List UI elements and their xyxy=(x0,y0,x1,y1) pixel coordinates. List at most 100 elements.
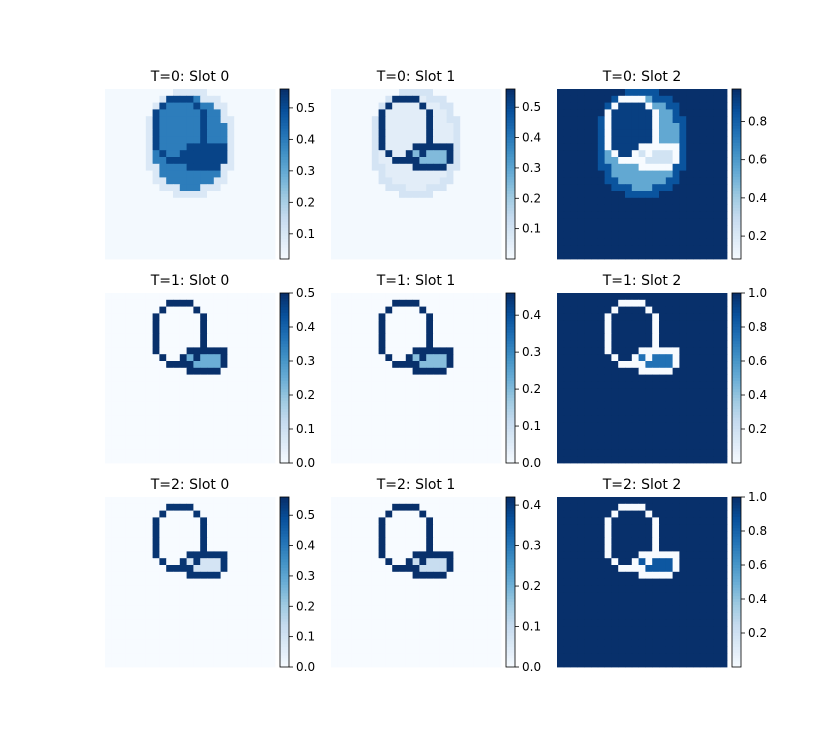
colorbar-segment xyxy=(506,188,515,192)
heatmap-cell xyxy=(261,218,269,226)
heatmap-cell xyxy=(473,163,481,171)
heatmap-cell xyxy=(234,619,242,627)
heatmap-cell xyxy=(378,238,386,246)
heatmap-cell xyxy=(105,585,113,593)
heatmap-cell xyxy=(720,150,728,158)
heatmap-cell xyxy=(358,497,366,505)
heatmap-cell xyxy=(412,136,420,144)
colorbar-segment xyxy=(506,191,515,195)
heatmap-cell xyxy=(337,347,345,355)
heatmap-cell xyxy=(399,456,407,464)
heatmap-cell xyxy=(385,129,393,137)
heatmap-cell xyxy=(207,116,215,124)
heatmap-cell xyxy=(686,143,694,151)
heatmap-cell xyxy=(145,571,153,579)
heatmap-cell xyxy=(105,354,113,362)
heatmap-cell xyxy=(419,320,427,328)
heatmap-cell xyxy=(419,503,427,511)
heatmap-cell xyxy=(213,184,221,192)
heatmap-cell xyxy=(159,422,167,430)
heatmap-cell xyxy=(365,95,373,103)
heatmap-cell xyxy=(706,231,714,239)
heatmap-cell xyxy=(439,435,447,443)
heatmap-cell xyxy=(254,605,262,613)
heatmap-cell xyxy=(268,95,276,103)
colorbar-segment xyxy=(280,349,289,353)
heatmap-cell xyxy=(597,299,605,307)
heatmap-cell xyxy=(453,408,461,416)
heatmap-cell xyxy=(563,367,571,375)
heatmap-cell xyxy=(686,231,694,239)
heatmap-cell xyxy=(118,578,126,586)
heatmap-cell xyxy=(159,415,167,423)
heatmap-cell xyxy=(186,435,194,443)
heatmap-cell xyxy=(261,578,269,586)
heatmap-cell xyxy=(254,150,262,158)
heatmap-cell xyxy=(234,449,242,457)
heatmap-cell xyxy=(577,388,585,396)
heatmap-cell xyxy=(652,184,660,192)
colorbar-segment xyxy=(280,548,289,552)
heatmap-cell xyxy=(460,238,468,246)
heatmap-cell xyxy=(706,408,714,416)
heatmap-cell xyxy=(371,333,379,341)
heatmap-cell xyxy=(652,347,660,355)
heatmap-cell xyxy=(268,347,276,355)
heatmap-cell xyxy=(152,422,160,430)
heatmap-cell xyxy=(638,388,646,396)
heatmap-cell xyxy=(200,204,208,212)
heatmap-cell xyxy=(584,435,592,443)
heatmap-cell xyxy=(234,544,242,552)
heatmap-cell xyxy=(247,320,255,328)
heatmap-cell xyxy=(412,204,420,212)
heatmap-cell xyxy=(139,408,147,416)
heatmap-cell xyxy=(399,89,407,97)
heatmap-cell xyxy=(152,95,160,103)
colorbar-segment xyxy=(506,236,515,240)
heatmap-cell xyxy=(460,204,468,212)
heatmap-cell xyxy=(247,592,255,600)
heatmap-cell xyxy=(179,531,187,539)
heatmap-cell xyxy=(426,218,434,226)
heatmap-cell xyxy=(105,299,113,307)
heatmap-cell xyxy=(412,361,420,369)
heatmap-cell xyxy=(720,388,728,396)
heatmap-cell xyxy=(405,170,413,178)
heatmap-cell xyxy=(570,204,578,212)
colorbar-segment xyxy=(732,346,741,351)
heatmap-cell xyxy=(412,191,420,199)
heatmap-cell xyxy=(446,381,454,389)
heatmap-cell xyxy=(200,537,208,545)
heatmap-cell xyxy=(625,456,633,464)
colorbar-tick-label: 0.4 xyxy=(296,132,315,146)
heatmap-cell xyxy=(645,225,653,233)
heatmap-cell xyxy=(577,129,585,137)
heatmap-cell xyxy=(412,408,420,416)
heatmap-cell xyxy=(453,293,461,301)
heatmap-cell xyxy=(118,456,126,464)
heatmap-cell xyxy=(570,347,578,355)
heatmap-cell xyxy=(166,551,174,559)
heatmap-cell xyxy=(268,150,276,158)
heatmap-cell xyxy=(699,238,707,246)
heatmap-cell xyxy=(659,422,667,430)
heatmap-cell xyxy=(557,184,565,192)
colorbar-segment xyxy=(280,301,289,305)
heatmap-cell xyxy=(261,497,269,505)
heatmap-cell xyxy=(480,442,488,450)
heatmap-cell xyxy=(213,211,221,219)
heatmap-cell xyxy=(591,211,599,219)
heatmap-cell xyxy=(166,123,174,131)
heatmap-cell xyxy=(234,646,242,654)
heatmap-cell xyxy=(331,340,339,348)
heatmap-cell xyxy=(557,361,565,369)
heatmap-cell xyxy=(365,218,373,226)
colorbar-segment xyxy=(732,361,741,365)
heatmap-cell xyxy=(118,551,126,559)
heatmap-cell xyxy=(234,157,242,165)
heatmap-cell xyxy=(358,435,366,443)
colorbar-segment xyxy=(506,250,515,254)
heatmap-cell xyxy=(152,347,160,355)
heatmap-cell xyxy=(331,367,339,375)
heatmap-cell xyxy=(584,320,592,328)
